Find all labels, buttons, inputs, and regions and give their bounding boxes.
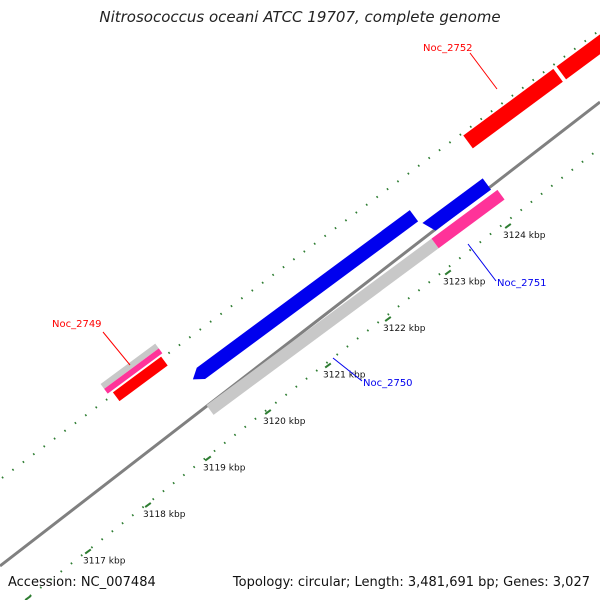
gene-noc-2751-pink[interactable] — [431, 189, 505, 249]
gene-label-noc-2752: Noc_2752 — [423, 43, 473, 54]
tick-marks — [24, 223, 512, 600]
genome-summary-text: Topology: circular; Length: 3,481,691 bp… — [232, 575, 590, 590]
tick-label: 3123 kbp — [443, 278, 486, 288]
gene-label-noc-2749: Noc_2749 — [52, 319, 102, 330]
major-tick — [204, 455, 212, 462]
major-tick — [504, 223, 512, 229]
major-tick — [144, 502, 152, 508]
leader-noc-2751 — [467, 243, 497, 282]
gene-noc-2752-red-b[interactable] — [556, 30, 600, 80]
tick-label: 3118 kbp — [143, 510, 186, 520]
gene-noc-2752-red-a[interactable] — [463, 68, 563, 149]
major-tick — [324, 362, 332, 369]
tick-label: 3117 kbp — [83, 557, 126, 567]
leader-noc-2752 — [469, 52, 498, 90]
tick-label: 3122 kbp — [383, 324, 426, 334]
tick-label: 3119 kbp — [203, 464, 246, 474]
gene-noc-2751-blue[interactable] — [422, 178, 492, 234]
outer-dotted-ring — [1, 29, 600, 479]
tick-label: 3120 kbp — [263, 417, 306, 427]
tick-label: 3121 kbp — [323, 371, 366, 381]
major-tick — [24, 595, 32, 600]
major-tick — [384, 316, 392, 322]
gene-label-noc-2751: Noc_2751 — [497, 278, 547, 289]
gene-label-noc-2750: Noc_2750 — [363, 378, 413, 389]
accession-text: Accession: NC_007484 — [8, 575, 156, 590]
gene-noc-2749-red[interactable] — [112, 356, 168, 402]
gene-noc-2750-blue[interactable] — [189, 210, 419, 385]
tick-label: 3124 kbp — [503, 231, 546, 241]
gene-noc-2750-grey[interactable] — [206, 238, 439, 415]
major-tick — [444, 269, 452, 276]
gene-noc-2749-pink[interactable] — [104, 348, 163, 394]
genome-backbone — [0, 100, 600, 568]
major-tick — [264, 409, 272, 415]
gene-noc-2749-grey[interactable] — [100, 343, 159, 389]
map-title: Nitrosococcus oceani ATCC 19707, complet… — [99, 8, 501, 26]
leader-noc-2750 — [332, 357, 363, 382]
major-tick — [84, 548, 92, 555]
leader-noc-2749 — [102, 331, 131, 366]
inner-dotted-ring — [29, 147, 600, 597]
